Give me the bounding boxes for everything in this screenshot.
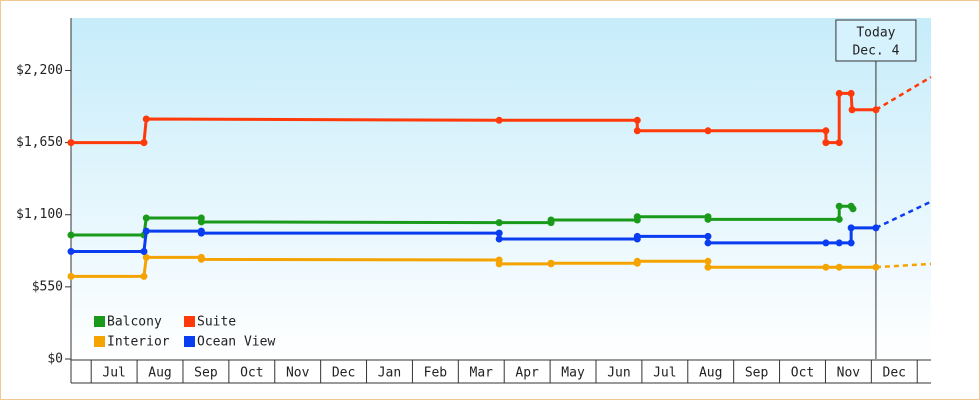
price-point xyxy=(872,106,880,114)
forecast-line xyxy=(875,75,932,111)
today-label: Dec. 4 xyxy=(852,44,899,59)
price-point xyxy=(872,263,880,271)
x-tick-label: Oct xyxy=(240,366,263,381)
price-point xyxy=(140,139,148,147)
price-point xyxy=(704,257,712,265)
price-point xyxy=(633,232,641,240)
x-tick-label: Apr xyxy=(515,366,539,381)
price-point xyxy=(67,231,75,239)
price-point xyxy=(633,257,641,265)
price-point xyxy=(67,139,75,147)
x-tick-label: Sep xyxy=(745,366,769,381)
price-point xyxy=(140,272,148,280)
price-point xyxy=(142,253,150,261)
plot-area xyxy=(71,18,931,359)
price-point xyxy=(142,214,150,222)
price-point xyxy=(495,260,503,268)
x-tick-label: Feb xyxy=(424,366,448,381)
x-tick-label: Jun xyxy=(607,366,630,381)
forecast-line xyxy=(875,262,932,269)
x-tick-label: Dec xyxy=(883,366,906,381)
price-point xyxy=(847,224,855,232)
price-point xyxy=(140,247,148,255)
x-tick-label: Nov xyxy=(837,366,861,381)
price-point xyxy=(197,229,205,237)
today-label: Today xyxy=(856,26,895,41)
price-point xyxy=(847,239,855,247)
price-point xyxy=(835,239,843,247)
price-point xyxy=(847,89,855,97)
y-tick-label: $0 xyxy=(47,352,63,367)
price-point xyxy=(822,139,830,147)
legend-label: Suite xyxy=(197,315,236,330)
price-point xyxy=(633,213,641,221)
price-point xyxy=(197,255,205,263)
price-point xyxy=(848,106,856,114)
legend-label: Ocean View xyxy=(197,335,275,350)
price-point xyxy=(835,139,843,147)
price-point xyxy=(822,127,830,135)
price-point xyxy=(835,215,843,223)
x-tick-label: Nov xyxy=(286,366,310,381)
price-point xyxy=(704,127,712,135)
price-point xyxy=(835,202,843,210)
price-point xyxy=(495,219,503,227)
price-point xyxy=(142,227,150,235)
y-tick-label: $1,650 xyxy=(16,135,63,150)
legend-swatch xyxy=(94,336,105,347)
today-box xyxy=(835,19,917,62)
price-point xyxy=(835,263,843,271)
forecast-line xyxy=(875,200,932,229)
x-tick-label: Jan xyxy=(378,366,401,381)
price-point xyxy=(547,216,555,224)
x-tick-label: Jul xyxy=(653,366,676,381)
legend-label: Balcony xyxy=(107,315,162,330)
price-point xyxy=(142,115,150,123)
legend-label: Interior xyxy=(107,335,170,350)
y-tick-label: $2,200 xyxy=(16,63,63,78)
legend-swatch xyxy=(94,316,105,327)
x-tick-label: Aug xyxy=(148,366,171,381)
x-tick-label: Jul xyxy=(102,366,125,381)
price-point xyxy=(633,116,641,124)
price-point xyxy=(633,127,641,135)
price-point xyxy=(704,239,712,247)
price-point xyxy=(872,224,880,232)
price-point xyxy=(495,235,503,243)
price-point xyxy=(495,229,503,237)
legend-swatch xyxy=(184,316,195,327)
x-tick-label: Aug xyxy=(699,366,722,381)
price-point xyxy=(704,263,712,271)
y-tick-label: $550 xyxy=(32,279,63,294)
price-line xyxy=(71,204,855,237)
price-point xyxy=(67,272,75,280)
x-tick-label: Mar xyxy=(470,366,494,381)
price-point xyxy=(197,218,205,226)
x-tick-label: May xyxy=(561,366,585,381)
price-point xyxy=(67,247,75,255)
price-point xyxy=(495,116,503,124)
legend-swatch xyxy=(184,336,195,347)
x-tick-label: Oct xyxy=(791,366,814,381)
x-tick-label: Dec xyxy=(332,366,355,381)
price-point xyxy=(547,259,555,267)
price-point xyxy=(822,239,830,247)
price-point xyxy=(704,215,712,223)
price-point xyxy=(704,232,712,240)
x-tick-label: Sep xyxy=(194,366,218,381)
y-tick-label: $1,100 xyxy=(16,207,63,222)
price-point xyxy=(835,89,843,97)
price-point xyxy=(849,205,857,213)
price-point xyxy=(822,263,830,271)
